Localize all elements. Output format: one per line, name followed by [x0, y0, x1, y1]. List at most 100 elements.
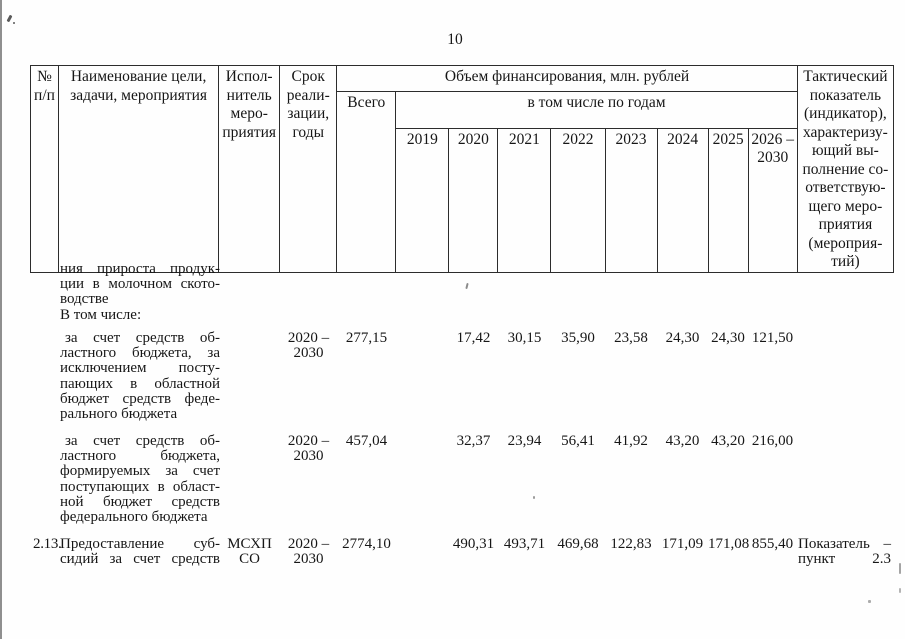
value-2023: 41,92 [614, 433, 648, 449]
text-line: 2030 [293, 551, 324, 568]
text-line: нитель [226, 86, 272, 104]
row-term: 2020 –2030 [280, 433, 337, 464]
col-header-2020: 2020 [448, 127, 499, 273]
col-header-total: Всего [336, 91, 397, 273]
text-line: Предоставление суб- [60, 536, 220, 552]
value-2026-2030: 121,50 [751, 330, 794, 346]
text-line: годы [292, 123, 325, 141]
value-2025: 24,30 [711, 330, 745, 346]
col-header-financing: Объем финансирования, млн. рублей [336, 65, 798, 92]
text-line: ластного бюджета, [60, 448, 220, 465]
col-header-term: Срок реали-зации, годы [279, 65, 338, 273]
text-line: зации, [287, 105, 330, 122]
text-line: МСХП [227, 536, 272, 552]
text-line: 2026 – [751, 130, 795, 148]
col-header-2021: 2021 [497, 127, 552, 273]
scan-edge-artifact [0, 0, 2, 639]
col-header-name: Наименование цели, задачи, мероприятия [58, 65, 220, 273]
col-header-num: № п/п [29, 65, 60, 273]
text-line: ния прироста продук- [60, 261, 220, 277]
row-term: 2020 –2030 [280, 330, 337, 361]
text-line: федерального бюджета [60, 509, 208, 526]
col-header-2024: 2024 [656, 127, 709, 273]
scan-speckle [899, 588, 901, 593]
row-executor: МСХП СО [219, 536, 280, 568]
col-header-2022: 2022 [550, 127, 606, 273]
value-2024: 171,09 [661, 536, 704, 552]
col-header-2025: 2025 [707, 127, 749, 273]
value-2022: 469,68 [557, 536, 599, 552]
scan-speckle [6, 14, 13, 23]
col-header-2019: 2019 [395, 127, 450, 273]
text-line: (индикатор), [803, 105, 887, 122]
text-line: меро- [230, 105, 268, 122]
text-line: задачи, мероприятия [70, 86, 208, 104]
row-name-continuation: ния прироста продук-ции в молочном ското… [60, 261, 220, 308]
scan-speckle [899, 563, 901, 574]
value-2020: 17,42 [456, 330, 491, 346]
value-2024: 24,30 [665, 330, 700, 346]
text-line: приятия [818, 216, 873, 233]
text-line: рального бюджета [60, 406, 178, 423]
value-2026-2030: 855,40 [751, 536, 794, 552]
value-2023: 122,83 [610, 536, 652, 552]
col-header-executor: Испол-нитель меро-приятия [218, 65, 281, 273]
value-2020: 490,31 [452, 536, 495, 552]
text-line: приятия [222, 123, 277, 141]
scan-speckle [533, 496, 535, 499]
text-line: показатель [809, 86, 882, 104]
text-line: СО [239, 551, 260, 568]
text-line: 2030 [757, 149, 789, 166]
text-line: за счет средств об- [65, 330, 220, 346]
text-line: Срок [291, 68, 325, 85]
row-name: Предоставление суб-сидий за счет средств [60, 536, 220, 568]
row-total-value: 277,15 [345, 330, 388, 346]
value-2025: 171,08 [708, 536, 750, 552]
text-line: Испол- [225, 68, 273, 85]
row-term: 2020 –2030 [280, 536, 337, 568]
text-line: ответствую- [805, 179, 886, 196]
scan-speckle [868, 600, 871, 603]
text-line: водстве [60, 291, 109, 308]
row-total-value: 2774,10 [342, 536, 391, 552]
text-line: пункт 2.3 [798, 551, 891, 568]
value-2021: 30,15 [507, 330, 542, 346]
text-line: пающих в областной [60, 375, 220, 392]
value-2022: 35,90 [561, 330, 595, 346]
row-total-value: 457,04 [345, 433, 388, 449]
text-line: 2020 – [287, 330, 330, 346]
text-line: щего меро- [808, 197, 883, 215]
row-indicator: Показатель – пункт 2.3 [798, 536, 891, 568]
text-line: за счет средств об- [65, 433, 220, 449]
value-2023: 23,58 [614, 330, 648, 346]
scan-speckle [13, 22, 15, 24]
value-2022: 56,41 [561, 433, 595, 449]
col-header-2023: 2023 [604, 127, 658, 273]
financing-table-header: № п/п Наименование цели, задачи, мероприят… [29, 65, 895, 273]
text-line: № [37, 68, 52, 85]
text-line: реали- [286, 86, 330, 104]
financing-table-body: ния прироста продук-ции в молочном ското… [31, 258, 893, 636]
text-line: формируемых за счет [60, 463, 220, 480]
text-line: Наименование цели, [70, 68, 207, 85]
row-name: за счет средств об-ластного бюджета, за и… [60, 330, 220, 423]
text-line: сидий за счет средств [60, 551, 220, 568]
text-line: тий) [831, 253, 860, 270]
text-line: ной бюджет средств [60, 493, 220, 510]
text-line: полнение со- [802, 160, 889, 178]
text-line: ластного бюджета, за [60, 345, 220, 362]
value-2024: 43,20 [665, 433, 700, 449]
col-header-indicator: Тактический показатель (индикатор), характе… [796, 65, 895, 273]
col-header-by-years: в том числе по годам [395, 91, 798, 129]
col-header-2026-2030: 2026 –2030 [747, 127, 798, 273]
text-line: бюджет средств феде- [60, 390, 220, 407]
text-line: ции в молочном ското- [60, 276, 220, 293]
including-label: В том числе: [60, 307, 142, 323]
value-2021: 23,94 [507, 433, 542, 449]
text-line: (мероприя- [808, 234, 883, 252]
value-2025: 43,20 [711, 433, 745, 449]
value-2020: 32,37 [456, 433, 491, 449]
text-line: исключением посту- [60, 360, 220, 377]
text-line: Показатель – [798, 536, 891, 552]
